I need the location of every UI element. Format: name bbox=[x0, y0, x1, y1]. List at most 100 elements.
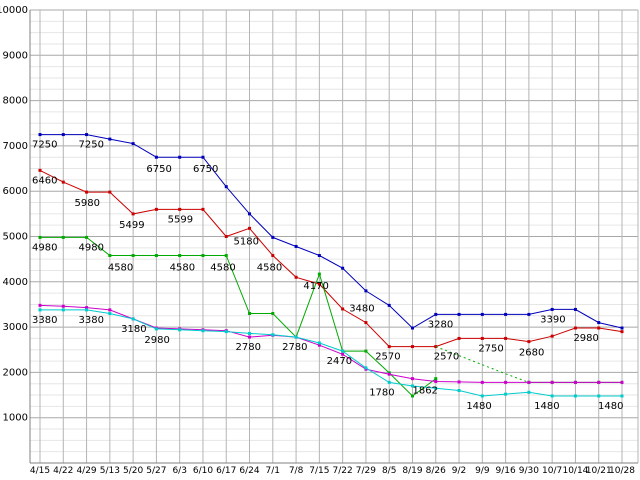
data-point-magenta-series bbox=[387, 372, 391, 376]
data-point-green-series bbox=[271, 312, 275, 316]
data-point-blue-series bbox=[573, 307, 577, 311]
data-point-red-series bbox=[248, 226, 252, 230]
data-point-green-series bbox=[154, 254, 158, 258]
data-point-cyan-series bbox=[434, 386, 438, 390]
data-point-green-series bbox=[410, 394, 414, 398]
data-point-cyan-series bbox=[387, 380, 391, 384]
data-point-blue-series bbox=[364, 289, 368, 293]
data-point-green-series bbox=[317, 272, 321, 276]
y-axis-tick-label: 1000 bbox=[3, 413, 28, 424]
data-value-label: 2470 bbox=[327, 356, 352, 367]
data-point-red-series bbox=[434, 345, 438, 349]
data-point-green-series bbox=[38, 235, 42, 239]
data-point-cyan-series bbox=[341, 349, 345, 353]
data-point-cyan-series bbox=[620, 394, 624, 398]
x-axis-tick-label: 7/15 bbox=[309, 466, 329, 476]
x-axis-tick-label: 8/26 bbox=[426, 466, 446, 476]
data-point-blue-series bbox=[201, 155, 205, 159]
data-point-red-series bbox=[224, 235, 228, 238]
y-axis-tick-label: 5000 bbox=[3, 232, 28, 243]
data-point-blue-series bbox=[38, 133, 42, 137]
data-point-red-series bbox=[597, 326, 601, 330]
data-point-red-series bbox=[457, 336, 461, 340]
data-point-blue-series bbox=[434, 312, 438, 316]
data-point-green-series bbox=[201, 254, 205, 258]
data-point-blue-series bbox=[294, 244, 298, 248]
data-point-cyan-series bbox=[271, 333, 275, 337]
x-axis-tick-label: 7/8 bbox=[289, 466, 304, 476]
data-point-green-series bbox=[85, 235, 89, 239]
data-value-label: 6750 bbox=[193, 164, 218, 175]
data-point-blue-series bbox=[387, 303, 391, 307]
data-point-cyan-series bbox=[457, 389, 461, 393]
data-value-label: 1480 bbox=[598, 401, 623, 412]
data-point-red-series bbox=[573, 326, 577, 330]
data-point-green-series bbox=[61, 235, 65, 239]
data-point-green-series bbox=[434, 377, 438, 381]
data-value-label: 5599 bbox=[168, 214, 193, 225]
data-point-blue-series bbox=[224, 185, 228, 189]
data-point-cyan-series bbox=[85, 308, 89, 312]
series-line-red-series bbox=[39, 169, 623, 348]
data-point-blue-series bbox=[480, 312, 484, 316]
data-value-label: 4980 bbox=[32, 242, 57, 253]
data-value-label: 3380 bbox=[79, 315, 104, 326]
x-axis-tick-label: 8/5 bbox=[382, 466, 396, 476]
data-point-cyan-series bbox=[294, 335, 298, 339]
data-value-label: 6750 bbox=[146, 164, 171, 175]
data-value-label: 4580 bbox=[257, 263, 282, 274]
series-line-green-dashed-trend bbox=[435, 346, 530, 383]
data-value-label: 2570 bbox=[434, 352, 459, 363]
x-axis-tick-label: 4/29 bbox=[76, 466, 96, 476]
data-point-red-series bbox=[341, 307, 345, 311]
data-value-label: 1862 bbox=[412, 386, 437, 397]
data-value-label: 2780 bbox=[236, 342, 261, 353]
data-value-label: 6460 bbox=[32, 175, 57, 186]
x-axis-tick-label: 9/9 bbox=[475, 466, 490, 476]
data-point-red-series bbox=[527, 340, 531, 344]
data-point-red-series bbox=[620, 330, 624, 334]
data-point-red-series bbox=[550, 334, 554, 338]
data-point-blue-series bbox=[178, 155, 182, 159]
x-axis-tick-label: 9/30 bbox=[519, 466, 539, 476]
data-point-magenta-series bbox=[550, 380, 554, 384]
data-value-label: 1780 bbox=[369, 387, 394, 398]
data-value-label: 3280 bbox=[428, 319, 453, 330]
series-line-blue-series bbox=[40, 134, 623, 329]
data-point-cyan-series bbox=[201, 329, 205, 333]
data-point-blue-series bbox=[341, 266, 345, 270]
data-value-label: 2750 bbox=[478, 343, 503, 354]
data-point-red-series bbox=[364, 321, 368, 325]
data-point-magenta-series bbox=[61, 304, 65, 308]
x-axis-tick-label: 5/27 bbox=[146, 466, 166, 476]
x-axis-tick-label: 6/24 bbox=[239, 466, 259, 476]
data-point-cyan-series bbox=[248, 331, 252, 335]
x-axis-tick-label: 9/16 bbox=[495, 466, 515, 476]
data-value-label: 2980 bbox=[573, 333, 598, 344]
data-value-label: 4980 bbox=[79, 242, 104, 253]
y-axis-tick-label: 9000 bbox=[3, 50, 28, 61]
data-value-label: 4170 bbox=[303, 281, 328, 292]
data-point-blue-series bbox=[550, 307, 554, 311]
data-point-cyan-series bbox=[61, 308, 65, 312]
data-value-label: 5980 bbox=[75, 198, 100, 209]
data-point-blue-series bbox=[597, 321, 601, 325]
data-point-green-series bbox=[248, 312, 252, 316]
data-point-blue-series bbox=[131, 142, 135, 146]
y-axis-tick-label: 8000 bbox=[3, 96, 28, 107]
data-point-cyan-series bbox=[108, 312, 112, 316]
data-point-red-series bbox=[271, 254, 275, 258]
data-point-magenta-series bbox=[410, 377, 414, 381]
x-axis-tick-label: 7/29 bbox=[356, 466, 376, 476]
data-point-red-series bbox=[480, 336, 484, 340]
y-axis-tick-label: 4000 bbox=[3, 277, 28, 288]
x-axis-tick-label: 10/28 bbox=[609, 466, 635, 476]
data-value-label: 4580 bbox=[170, 263, 195, 274]
data-point-cyan-series bbox=[154, 327, 158, 331]
data-point-blue-series bbox=[457, 312, 461, 316]
data-point-blue-series bbox=[410, 326, 414, 330]
data-point-cyan-series bbox=[131, 317, 135, 321]
x-axis-tick-label: 5/13 bbox=[100, 466, 120, 476]
data-point-blue-series bbox=[504, 312, 508, 316]
